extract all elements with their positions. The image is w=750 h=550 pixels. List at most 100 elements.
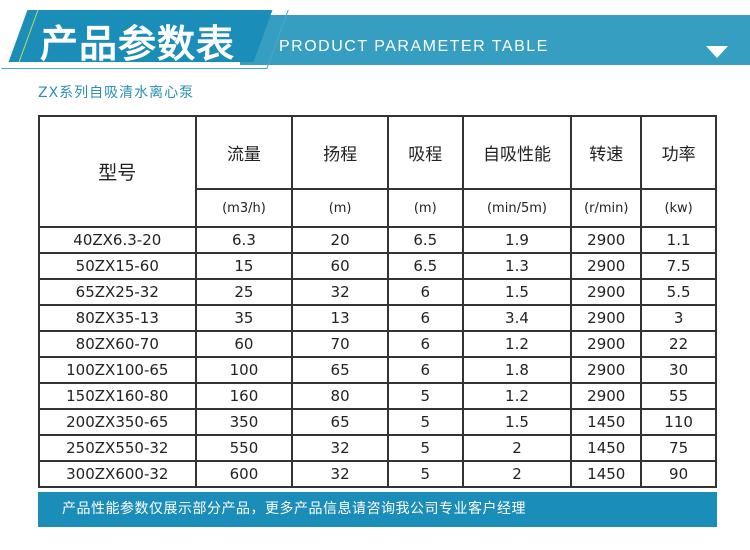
table-cell: 2900: [570, 356, 643, 384]
table-cell: 5: [386, 434, 464, 462]
table-cell: 50ZX15-60: [38, 252, 197, 280]
table-cell: 1.2: [461, 382, 573, 410]
unit-row: (m3/h) (m) (m) (min/5m) (r/min) (kw): [39, 188, 717, 228]
table-cell: 250ZX550-32: [38, 434, 197, 462]
banner-bar: [240, 15, 750, 65]
table-cell: 5.5: [640, 278, 717, 306]
page-title: 产品参数表: [40, 22, 236, 66]
table-cell: 40ZX6.3-20: [38, 226, 197, 254]
table-cell: 60: [291, 252, 389, 280]
table-cell: 2: [461, 434, 573, 462]
page-subtitle-en: PRODUCT PARAMETER TABLE: [279, 38, 549, 55]
table-cell: 350: [194, 408, 294, 436]
table-row: 150ZX160-80 160 80 5 1.2 2900 55: [38, 382, 717, 410]
table-row: 65ZX25-32 25 32 6 1.5 2900 5.5: [38, 278, 717, 306]
table-cell: 65: [291, 356, 389, 384]
footer-note: 产品性能参数仅展示部分产品，更多产品信息请咨询我公司专业客户经理: [38, 492, 717, 527]
table-cell: 6: [386, 330, 464, 358]
table-cell: 22: [640, 330, 717, 358]
unit-cell: (r/min): [570, 188, 643, 228]
table-cell: 7.5: [640, 252, 717, 280]
table-cell: 1.5: [461, 278, 573, 306]
header-cell: 转速: [570, 115, 643, 190]
table-cell: 35: [194, 304, 294, 332]
table-cell: 6.5: [386, 252, 464, 280]
table-cell: 20: [291, 226, 389, 254]
table-cell: 65: [291, 408, 389, 436]
header-cell: 吸程: [386, 115, 464, 190]
table-cell: 70: [291, 330, 389, 358]
table-cell: 80ZX35-13: [38, 304, 197, 332]
unit-cell: (kw): [640, 188, 717, 228]
table-cell: 80: [291, 382, 389, 410]
table-cell: 13: [291, 304, 389, 332]
header-model: 型号: [38, 115, 197, 228]
table-cell: 2900: [570, 226, 643, 254]
table-cell: 75: [640, 434, 717, 462]
table-row: 300ZX600-32 600 32 5 2 1450 90: [38, 460, 717, 488]
table-cell: 1.2: [461, 330, 573, 358]
table-cell: 3: [640, 304, 717, 332]
table-cell: 550: [194, 434, 294, 462]
table-cell: 6.3: [194, 226, 294, 254]
header-cell: 自吸性能: [461, 115, 573, 190]
table-cell: 32: [291, 278, 389, 306]
header-row: 型号 流量 扬程 吸程 自吸性能 转速 功率: [38, 115, 717, 228]
table-cell: 150ZX160-80: [38, 382, 197, 410]
table-cell: 55: [640, 382, 717, 410]
table-cell: 100: [194, 356, 294, 384]
table-cell: 200ZX350-65: [38, 408, 197, 436]
table-cell: 6.5: [386, 226, 464, 254]
series-title: ZX系列自吸清水离心泵: [38, 85, 195, 101]
table-row: 50ZX15-60 15 60 6.5 1.3 2900 7.5: [38, 252, 717, 280]
parameter-table: 型号 流量 扬程 吸程 自吸性能 转速 功率 (m3/h) (m) (m) (m…: [38, 115, 717, 488]
table-row: 80ZX35-13 35 13 6 3.4 2900 3: [38, 304, 717, 332]
table-cell: 160: [194, 382, 294, 410]
table-cell: 300ZX600-32: [38, 460, 197, 488]
table-cell: 60: [194, 330, 294, 358]
table-cell: 2900: [570, 304, 643, 332]
table-row: 200ZX350-65 350 65 5 1.5 1450 110: [38, 408, 717, 436]
table-cell: 65ZX25-32: [38, 278, 197, 306]
unit-cell: (m): [386, 188, 464, 228]
table-cell: 32: [291, 434, 389, 462]
table-cell: 80ZX60-70: [38, 330, 197, 358]
unit-cell: (m3/h): [194, 188, 294, 228]
table-cell: 600: [194, 460, 294, 488]
table-cell: 5: [386, 382, 464, 410]
table-cell: 100ZX100-65: [38, 356, 197, 384]
table-cell: 15: [194, 252, 294, 280]
table-cell: 2900: [570, 278, 643, 306]
table-cell: 32: [291, 460, 389, 488]
table-row: 80ZX60-70 60 70 6 1.2 2900 22: [38, 330, 717, 358]
table-cell: 3.4: [461, 304, 573, 332]
triangle-down-icon: [706, 46, 728, 58]
table-cell: 2: [461, 460, 573, 488]
table-cell: 2900: [570, 382, 643, 410]
header-cell: 流量: [194, 115, 294, 190]
table-cell: 5: [386, 460, 464, 488]
table-cell: 5: [386, 408, 464, 436]
header-cell: 功率: [640, 115, 717, 190]
table-cell: 2900: [570, 330, 643, 358]
table-cell: 1450: [570, 408, 643, 436]
table-cell: 25: [194, 278, 294, 306]
table-row: 100ZX100-65 100 65 6 1.8 2900 30: [38, 356, 717, 384]
header-cell: 扬程: [291, 115, 389, 190]
table-row: 40ZX6.3-20 6.3 20 6.5 1.9 2900 1.1: [38, 226, 717, 254]
table-cell: 2900: [570, 252, 643, 280]
table-cell: 110: [640, 408, 717, 436]
table-cell: 90: [640, 460, 717, 488]
table-cell: 1.5: [461, 408, 573, 436]
table-cell: 1450: [570, 460, 643, 488]
unit-cell: (min/5m): [461, 188, 573, 228]
table-row: 250ZX550-32 550 32 5 2 1450 75: [38, 434, 717, 462]
table-cell: 1.8: [461, 356, 573, 384]
table-cell: 6: [386, 356, 464, 384]
table-cell: 6: [386, 278, 464, 306]
table-cell: 30: [640, 356, 717, 384]
table-cell: 1.1: [640, 226, 717, 254]
table-cell: 6: [386, 304, 464, 332]
unit-cell: (m): [291, 188, 389, 228]
table-cell: 1450: [570, 434, 643, 462]
